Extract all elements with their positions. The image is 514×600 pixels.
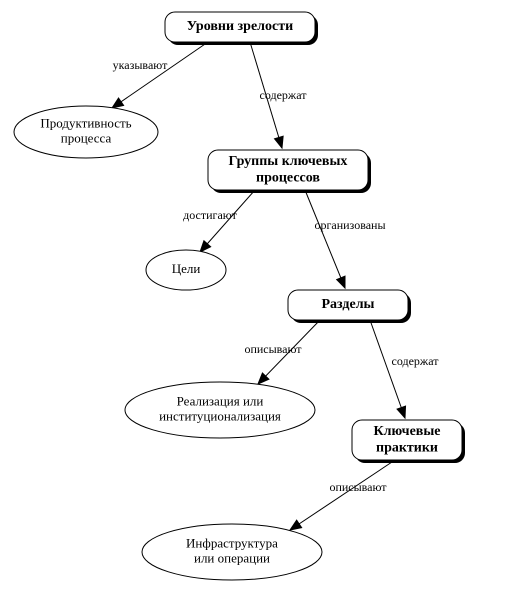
edge-label: содержат [392,354,440,368]
edge-label: организованы [314,218,385,232]
edge-label: описывают [244,342,302,356]
node-label: Реализация или [177,394,264,409]
diagram-canvas: указывают содержат достигают организованы оп… [0,0,514,600]
edge-label: содержат [260,88,308,102]
node-label: Цели [172,261,201,276]
node-label: или операции [194,550,270,565]
node-label: институционализация [159,408,281,423]
node-label: Разделы [321,297,374,312]
node-label: процессов [256,170,320,185]
node-label: практики [376,440,438,455]
node-label: Ключевые [374,424,441,439]
node-label: процесса [61,130,112,145]
edge-label: достигают [183,208,237,222]
node-label: Уровни зрелости [187,19,293,34]
node-label: Группы ключевых [229,154,348,169]
node-label: Инфраструктура [186,536,278,551]
node-label: Продуктивность [40,116,131,131]
edge-label: указывают [113,58,168,72]
edge-label: описывают [329,480,387,494]
